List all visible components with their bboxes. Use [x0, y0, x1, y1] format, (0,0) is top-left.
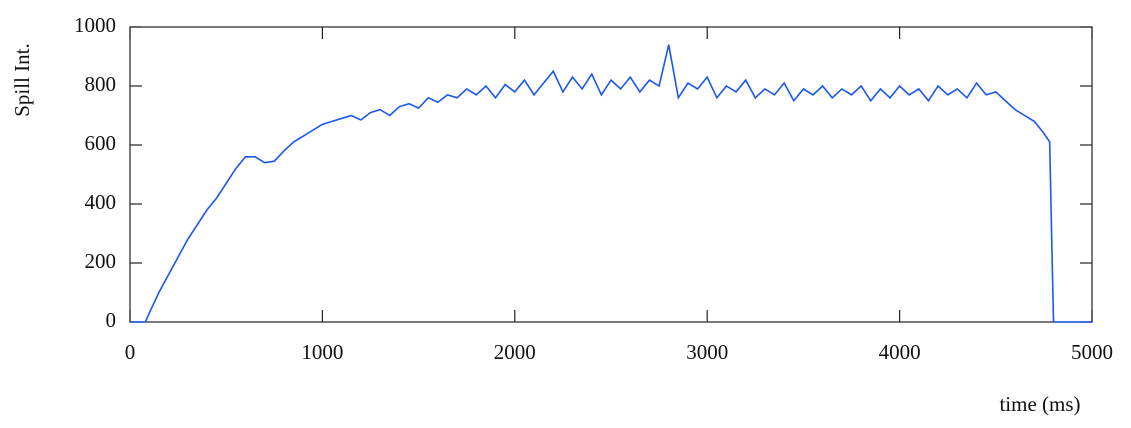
y-tick-label: 200 — [85, 249, 117, 273]
y-axis-label: Spill Int. — [10, 43, 34, 117]
y-tick-label: 400 — [85, 190, 117, 214]
x-tick-label: 1000 — [301, 340, 343, 364]
y-tick-label: 600 — [85, 131, 117, 155]
x-tick-label: 5000 — [1071, 340, 1113, 364]
y-tick-label: 800 — [85, 72, 117, 96]
data-line — [130, 44, 1092, 323]
plot-frame — [129, 26, 1093, 323]
x-tick-label: 0 — [125, 340, 136, 364]
x-tick-label: 4000 — [879, 340, 921, 364]
y-tick-label: 0 — [106, 308, 117, 332]
x-axis-label: time (ms) — [999, 392, 1080, 416]
x-tick-label: 3000 — [686, 340, 728, 364]
x-tick-label: 2000 — [494, 340, 536, 364]
y-tick-label: 1000 — [74, 13, 116, 37]
